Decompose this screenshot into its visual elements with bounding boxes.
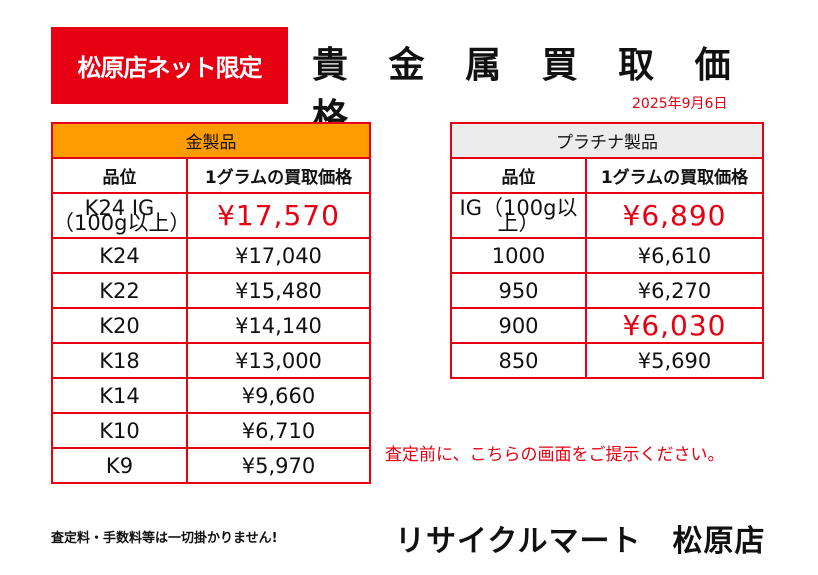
gold-table-header: 金製品 [51,122,371,159]
platinum-price: ¥6,890 [585,192,764,239]
gold-grade: K24 IG（100g以上） [51,192,190,239]
table-row: K22 ¥15,480 [51,272,371,309]
platinum-grade: 1000 [450,237,587,274]
table-row: 900 ¥6,030 [450,307,764,344]
price-date: 2025年9月6日 [632,96,728,112]
gold-price-table: 金製品 品位 1グラムの買取価格 K24 IG（100g以上） ¥17,570 … [51,122,371,484]
table-row: K18 ¥13,000 [51,342,371,379]
table-row: K24 ¥17,040 [51,237,371,274]
platinum-grade: 850 [450,342,587,379]
table-row: K24 IG（100g以上） ¥17,570 [51,192,371,239]
table-row: 850 ¥5,690 [450,342,764,379]
platinum-grade: 900 [450,307,587,344]
gold-grade: K18 [51,342,188,379]
gold-price: ¥5,970 [186,447,371,484]
gold-col-grade: 品位 [51,157,188,194]
gold-col-price: 1グラムの買取価格 [186,157,371,194]
table-row: 950 ¥6,270 [450,272,764,309]
gold-grade: K20 [51,307,188,344]
table-row: K10 ¥6,710 [51,412,371,449]
platinum-grade: IG（100g以上） [450,192,587,239]
gold-grade: K22 [51,272,188,309]
gold-price: ¥6,710 [186,412,371,449]
gold-grade: K14 [51,377,188,414]
gold-price: ¥14,140 [186,307,371,344]
gold-price: ¥9,660 [186,377,371,414]
table-row: K20 ¥14,140 [51,307,371,344]
gold-grade: K9 [51,447,188,484]
gold-price: ¥15,480 [186,272,371,309]
table-row: 1000 ¥6,610 [450,237,764,274]
gold-price: ¥17,040 [186,237,371,274]
platinum-price: ¥6,030 [585,307,764,344]
platinum-price: ¥6,270 [585,272,764,309]
gold-price: ¥13,000 [186,342,371,379]
table-row: K14 ¥9,660 [51,377,371,414]
platinum-price-table: プラチナ製品 品位 1グラムの買取価格 IG（100g以上） ¥6,890 10… [450,122,764,379]
gold-grade: K24 [51,237,188,274]
platinum-price: ¥6,610 [585,237,764,274]
table-row: IG（100g以上） ¥6,890 [450,192,764,239]
gold-price: ¥17,570 [186,192,371,239]
platinum-grade: 950 [450,272,587,309]
table-row: K9 ¥5,970 [51,447,371,484]
no-fee-note: 査定料・手数料等は一切掛かりません! [51,531,278,546]
page-title: 貴 金 属 買 取 価 格 [312,45,745,138]
platinum-col-price: 1グラムの買取価格 [585,157,764,194]
platinum-table-header: プラチナ製品 [450,122,764,159]
shop-name: リサイクルマート 松原店 [395,524,766,559]
store-limited-badge: 松原店ネット限定 [51,27,288,104]
platinum-price: ¥5,690 [585,342,764,379]
show-screen-notice: 査定前に、こちらの画面をご提示ください。 [385,445,725,465]
platinum-col-grade: 品位 [450,157,587,194]
gold-grade: K10 [51,412,188,449]
